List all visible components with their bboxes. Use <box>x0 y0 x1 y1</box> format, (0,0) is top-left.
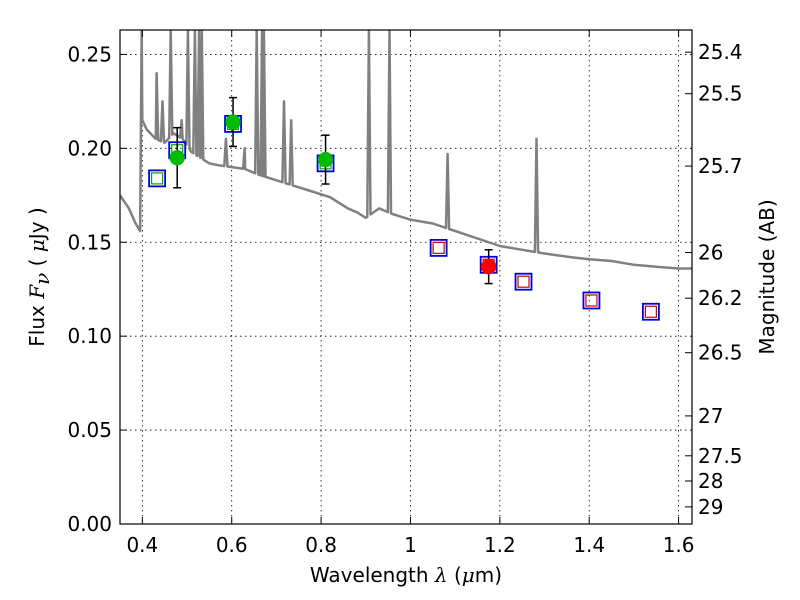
model-photometry-marker <box>148 169 166 188</box>
plot-frame <box>119 29 693 525</box>
mag-tick-label: 25.5 <box>698 82 743 106</box>
x-tick-label: 0.8 <box>305 533 337 557</box>
mag-tick-label: 25.4 <box>698 40 743 64</box>
mag-tick-label: 25.7 <box>698 154 743 178</box>
x-tick-label: 1.6 <box>663 533 695 557</box>
y-tick-label: 0.25 <box>67 42 112 66</box>
model-photometry-inner-marker <box>517 275 530 288</box>
observed-flux-point <box>169 149 185 166</box>
x-tick-label: 1.4 <box>573 533 605 557</box>
mag-tick-label: 26.5 <box>698 341 743 365</box>
model-photometry-inner-marker <box>585 294 598 307</box>
y-axis-label-right: Magnitude (AB) <box>755 199 779 354</box>
model-photometry-inner-marker <box>644 305 657 318</box>
x-tick-label: 0.6 <box>216 533 248 557</box>
observed-flux-point <box>480 258 497 275</box>
model-photometry-marker <box>641 302 660 321</box>
model-spectrum-line <box>120 30 692 270</box>
observed-flux-point <box>317 151 334 168</box>
y-tick-label: 0.20 <box>67 136 112 160</box>
model-photometry-marker <box>429 238 448 257</box>
mag-tick-label: 28 <box>698 469 723 493</box>
y-tick-label: 0.15 <box>67 230 112 254</box>
mag-tick-label: 27 <box>698 404 723 428</box>
model-photometry-inner-marker <box>150 172 164 185</box>
y-tick-label: 0.00 <box>67 512 112 536</box>
mag-tick-label: 27.5 <box>698 444 743 468</box>
model-photometry-marker <box>514 272 533 291</box>
x-tick-label: 1 <box>404 533 417 557</box>
x-axis-label: Wavelength λ (μm) <box>310 563 502 587</box>
x-tick-label: 0.4 <box>126 533 158 557</box>
mag-tick-label: 29 <box>698 495 723 519</box>
plot-area <box>120 30 692 321</box>
y-axis-label-left: Flux Fν ( μJy ) <box>25 207 54 346</box>
y-tick-label: 0.05 <box>67 418 112 442</box>
model-photometry-inner-marker <box>432 241 445 254</box>
model-photometry-marker <box>582 291 601 310</box>
mag-tick-label: 26.2 <box>698 286 743 310</box>
observed-flux-point <box>225 114 241 130</box>
y-tick-label: 0.10 <box>67 324 112 348</box>
x-tick-label: 1.2 <box>484 533 516 557</box>
mag-tick-label: 26 <box>698 240 723 264</box>
